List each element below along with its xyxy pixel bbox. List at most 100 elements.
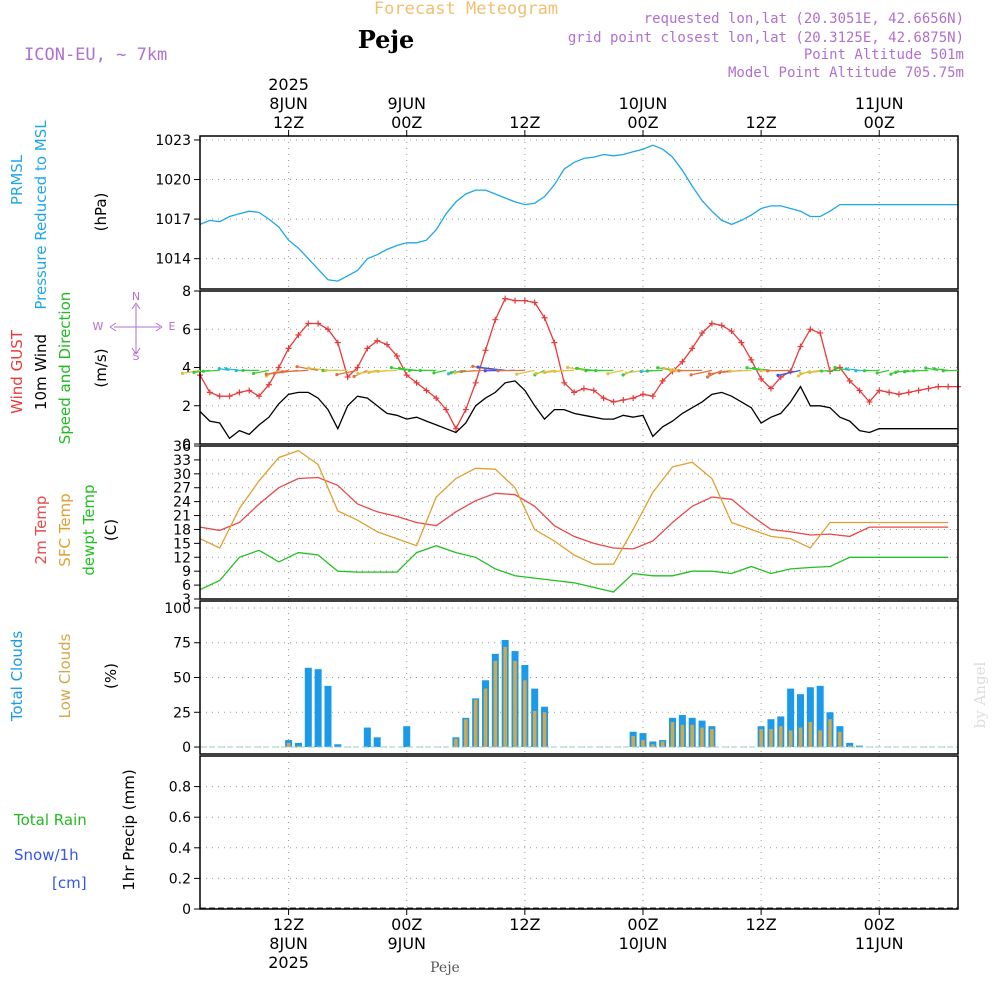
wind-arrow-head — [453, 371, 457, 375]
wind-arrow-head — [397, 366, 402, 370]
cloud-bar — [759, 728, 763, 748]
ytick-label: 100 — [164, 601, 191, 617]
wind-arrow-head — [894, 370, 898, 374]
gust-marker — [403, 372, 410, 379]
gust-marker — [531, 299, 538, 306]
wind-arrow-head — [252, 371, 256, 376]
wind-arrow-head — [446, 372, 451, 376]
gust-marker — [915, 387, 922, 394]
wind-arrow-head — [217, 367, 221, 371]
gust-marker — [876, 387, 883, 394]
gust-marker — [512, 297, 519, 304]
cloud-bar — [464, 719, 468, 748]
gust-marker — [925, 385, 932, 392]
gust-marker — [807, 326, 814, 333]
wind-arrow-head — [264, 372, 268, 376]
cloud-bar — [806, 687, 814, 748]
time-label: 00Z — [864, 915, 895, 934]
time-label: 8JUN — [269, 934, 308, 953]
cloud-bar — [788, 730, 793, 748]
ytick-label: 24 — [173, 495, 191, 511]
gust-marker — [856, 387, 863, 394]
panel-frame — [199, 755, 959, 910]
gust-marker — [285, 345, 292, 352]
ytick-label: 18 — [173, 522, 191, 538]
wind-arrow-head — [449, 371, 453, 375]
cloud-bar — [324, 685, 332, 748]
series-line — [199, 380, 958, 440]
wind-arrow-head — [799, 371, 803, 376]
wind-arrow-head — [752, 366, 756, 370]
wind-arrow — [777, 369, 801, 376]
compass-s: S — [133, 350, 140, 363]
axis-title: 2m Temp — [32, 496, 50, 565]
axis-title: (m/s) — [92, 348, 110, 387]
time-label: 11JUN — [855, 94, 904, 113]
time-label: 12Z — [509, 915, 540, 934]
wind-arrow-head — [677, 369, 681, 373]
panel-3: 0 25 50 75 100 — [164, 600, 959, 756]
time-label: 9JUN — [387, 94, 426, 113]
axis-title: Wind GUST — [8, 329, 26, 414]
axis-title: PRMSL — [8, 154, 26, 205]
gust-marker — [886, 389, 893, 396]
wind-arrow-head — [689, 373, 693, 377]
time-label: 12Z — [745, 113, 776, 132]
time-label: 00Z — [391, 915, 422, 934]
gust-marker — [521, 297, 528, 304]
cloud-bar — [796, 694, 804, 748]
wind-arrow — [691, 369, 713, 376]
wind-arrow-head — [844, 367, 848, 371]
gust-marker — [295, 331, 302, 338]
cloud-bar — [296, 745, 301, 748]
gust-marker — [452, 425, 459, 432]
time-label: 00Z — [391, 113, 422, 132]
gust-marker — [334, 339, 341, 346]
gust-marker — [708, 320, 715, 327]
gust-marker — [895, 391, 902, 398]
gust-marker — [728, 328, 735, 335]
gust-marker — [846, 377, 853, 384]
gust-marker — [226, 393, 233, 400]
gust-marker — [600, 395, 607, 402]
cloud-bar — [473, 699, 478, 748]
ytick-label: 3 — [182, 592, 191, 608]
gust-marker — [935, 383, 942, 390]
wind-arrow-head — [418, 368, 422, 373]
compass-arrows — [109, 302, 163, 355]
cloud-bar — [690, 724, 694, 748]
gust-marker — [689, 345, 696, 352]
wind-arrow — [821, 369, 840, 372]
gust-marker — [502, 295, 509, 302]
wind-arrow-head — [707, 372, 712, 376]
panel-0: 1014 1017 1020 1023 — [155, 133, 959, 290]
wind-arrow-head — [496, 369, 500, 373]
ytick-label: 1023 — [155, 133, 191, 149]
gust-marker — [679, 358, 686, 365]
wind-arrow-head — [483, 369, 487, 373]
gust-marker — [413, 379, 420, 386]
time-label: 9JUN — [387, 934, 426, 953]
gust-marker — [945, 383, 952, 390]
wind-arrow-head — [594, 369, 598, 373]
gust-marker — [443, 406, 450, 413]
gust-marker — [354, 364, 361, 371]
wind-arrow-head — [459, 369, 463, 374]
cloud-bar — [787, 688, 795, 748]
product-title: Forecast Meteogram — [374, 0, 558, 19]
gust-marker — [580, 385, 587, 392]
wind-arrow-head — [471, 364, 475, 368]
wind-arrow — [461, 369, 486, 373]
wind-arrow-head — [776, 373, 780, 377]
wind-arrow-head — [669, 369, 673, 373]
cloud-bar — [542, 712, 547, 748]
ytick-label: 1020 — [155, 173, 191, 189]
series-line — [199, 476, 949, 550]
cloud-bar — [680, 724, 685, 748]
wind-arrow-head — [717, 371, 722, 375]
panel-frame — [199, 290, 959, 445]
gust-marker — [738, 339, 745, 346]
wind-arrow-head — [656, 366, 660, 370]
gust-marker — [649, 393, 656, 400]
